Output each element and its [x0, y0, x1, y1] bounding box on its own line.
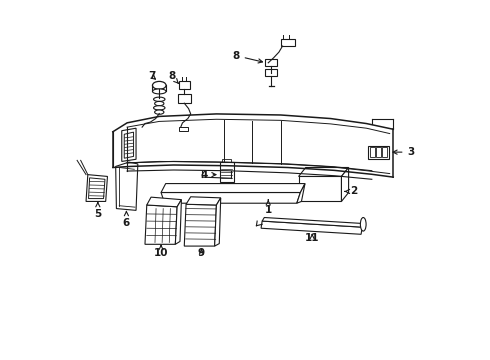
Bar — [266, 69, 277, 76]
Text: 1: 1 — [265, 200, 272, 215]
Polygon shape — [86, 175, 107, 202]
Polygon shape — [161, 184, 305, 193]
Bar — [178, 94, 191, 103]
Ellipse shape — [153, 106, 165, 110]
Text: 3: 3 — [393, 147, 415, 157]
Polygon shape — [215, 198, 220, 246]
Polygon shape — [124, 132, 134, 158]
Bar — [222, 158, 231, 162]
Bar — [178, 81, 190, 89]
Text: 2: 2 — [344, 186, 358, 197]
Polygon shape — [298, 167, 348, 176]
Polygon shape — [342, 167, 348, 202]
Bar — [370, 148, 375, 157]
Polygon shape — [186, 197, 220, 205]
Bar — [376, 148, 381, 157]
Bar — [368, 146, 389, 158]
Text: 5: 5 — [94, 203, 101, 219]
Text: 11: 11 — [305, 233, 319, 243]
Ellipse shape — [360, 217, 366, 231]
Bar — [220, 162, 234, 182]
Polygon shape — [298, 176, 342, 202]
Polygon shape — [145, 205, 177, 244]
Text: 8: 8 — [168, 71, 178, 83]
Ellipse shape — [152, 81, 166, 89]
Bar — [382, 148, 387, 157]
Ellipse shape — [152, 89, 166, 94]
Text: 8: 8 — [232, 51, 263, 63]
Text: 7: 7 — [148, 71, 156, 81]
Polygon shape — [262, 217, 364, 227]
Polygon shape — [122, 128, 136, 161]
Ellipse shape — [155, 102, 164, 106]
Polygon shape — [147, 197, 181, 207]
Bar — [179, 127, 188, 131]
Ellipse shape — [153, 97, 165, 102]
Polygon shape — [116, 162, 138, 210]
Polygon shape — [161, 193, 300, 203]
Polygon shape — [89, 178, 105, 199]
Text: 4: 4 — [200, 170, 216, 180]
Polygon shape — [297, 184, 305, 203]
Text: 10: 10 — [154, 245, 168, 258]
Polygon shape — [261, 221, 362, 234]
Bar — [266, 59, 277, 66]
Bar — [281, 39, 295, 46]
Polygon shape — [184, 204, 217, 246]
Ellipse shape — [155, 110, 164, 114]
Text: 6: 6 — [123, 212, 130, 228]
Text: 9: 9 — [198, 248, 205, 258]
Polygon shape — [175, 200, 181, 244]
